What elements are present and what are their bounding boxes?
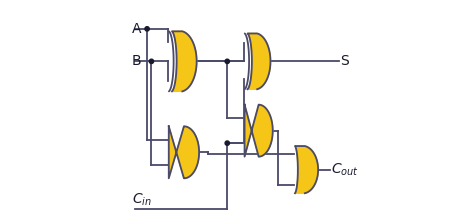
Polygon shape: [172, 31, 197, 91]
Circle shape: [149, 59, 154, 63]
Text: $C_{out}$: $C_{out}$: [331, 162, 359, 178]
Circle shape: [225, 59, 229, 63]
Text: A: A: [132, 22, 141, 36]
Text: B: B: [132, 54, 142, 68]
Text: S: S: [340, 54, 349, 68]
Polygon shape: [247, 34, 271, 89]
Circle shape: [145, 27, 149, 31]
Circle shape: [225, 141, 229, 145]
Polygon shape: [245, 105, 273, 157]
Text: $C_{in}$: $C_{in}$: [132, 192, 152, 208]
Polygon shape: [169, 126, 199, 178]
Polygon shape: [295, 146, 318, 193]
